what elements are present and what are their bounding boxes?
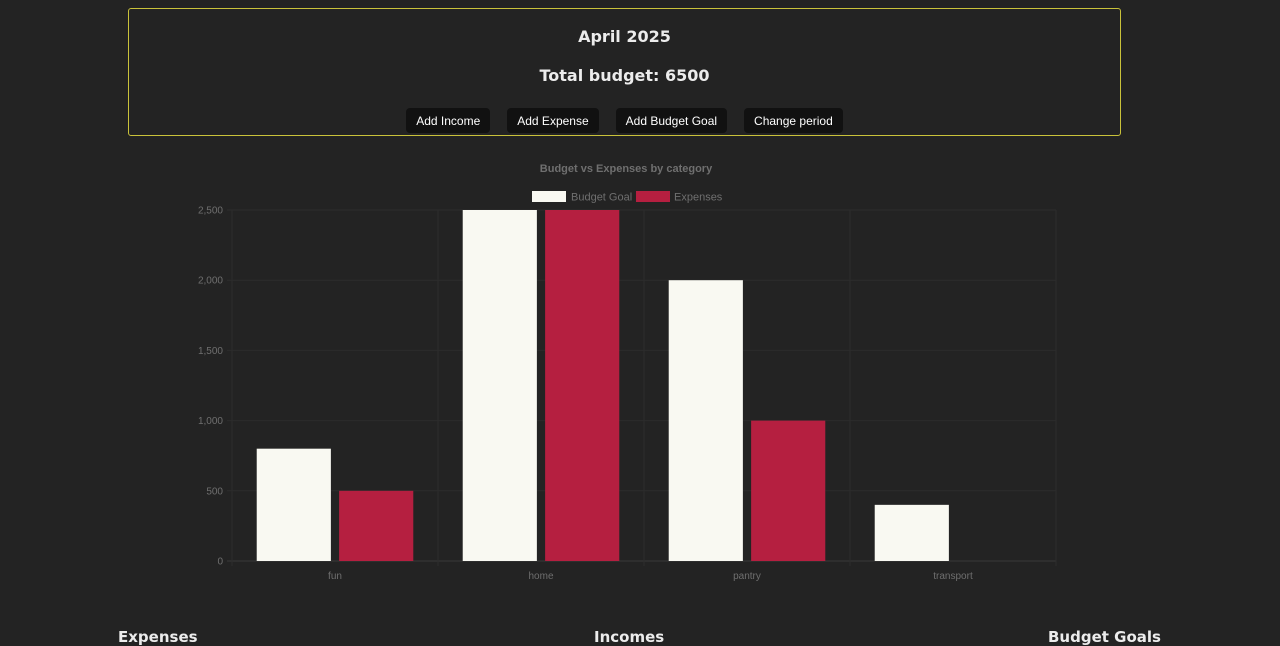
bar-budget-goal-transport <box>874 504 949 561</box>
bar-budget-goal-home <box>462 210 537 561</box>
y-tick-label: 500 <box>206 486 223 497</box>
action-buttons: Add Income Add Expense Add Budget Goal C… <box>129 108 1120 133</box>
x-tick-label: pantry <box>733 571 761 582</box>
bar-budget-goal-pantry <box>668 280 743 561</box>
legend-label-0: Budget Goal <box>571 192 632 204</box>
expenses-heading: Expenses <box>118 628 198 646</box>
legend-swatch-0 <box>532 191 566 202</box>
budget-vs-expenses-chart: Budget vs Expenses by category Budget Goa… <box>198 163 1057 582</box>
x-tick-label: transport <box>933 571 973 582</box>
change-period-button[interactable]: Change period <box>744 108 843 133</box>
budget-summary-panel: April 2025 Total budget: 6500 Add Income… <box>128 8 1121 136</box>
bar-expenses-home <box>545 210 620 561</box>
y-tick-label: 1,500 <box>198 346 223 357</box>
legend-label-1: Expenses <box>674 192 723 204</box>
y-tick-label: 0 <box>217 557 223 568</box>
x-tick-label: home <box>528 571 553 582</box>
legend-swatch-1 <box>636 191 670 202</box>
total-budget: Total budget: 6500 <box>539 66 710 85</box>
y-tick-label: 1,000 <box>198 416 223 427</box>
period-title: April 2025 <box>578 27 671 46</box>
budget-goals-heading: Budget Goals <box>1048 628 1161 646</box>
incomes-heading: Incomes <box>594 628 665 646</box>
bar-expenses-pantry <box>751 420 826 561</box>
y-tick-label: 2,000 <box>198 276 223 287</box>
x-tick-label: fun <box>328 571 342 582</box>
add-income-button[interactable]: Add Income <box>406 108 491 133</box>
y-tick-label: 2,500 <box>198 206 223 217</box>
add-expense-button[interactable]: Add Expense <box>507 108 599 133</box>
bar-budget-goal-fun <box>256 448 331 561</box>
bar-expenses-fun <box>339 490 414 561</box>
add-budget-goal-button[interactable]: Add Budget Goal <box>615 108 728 133</box>
chart-title: Budget vs Expenses by category <box>540 163 713 175</box>
